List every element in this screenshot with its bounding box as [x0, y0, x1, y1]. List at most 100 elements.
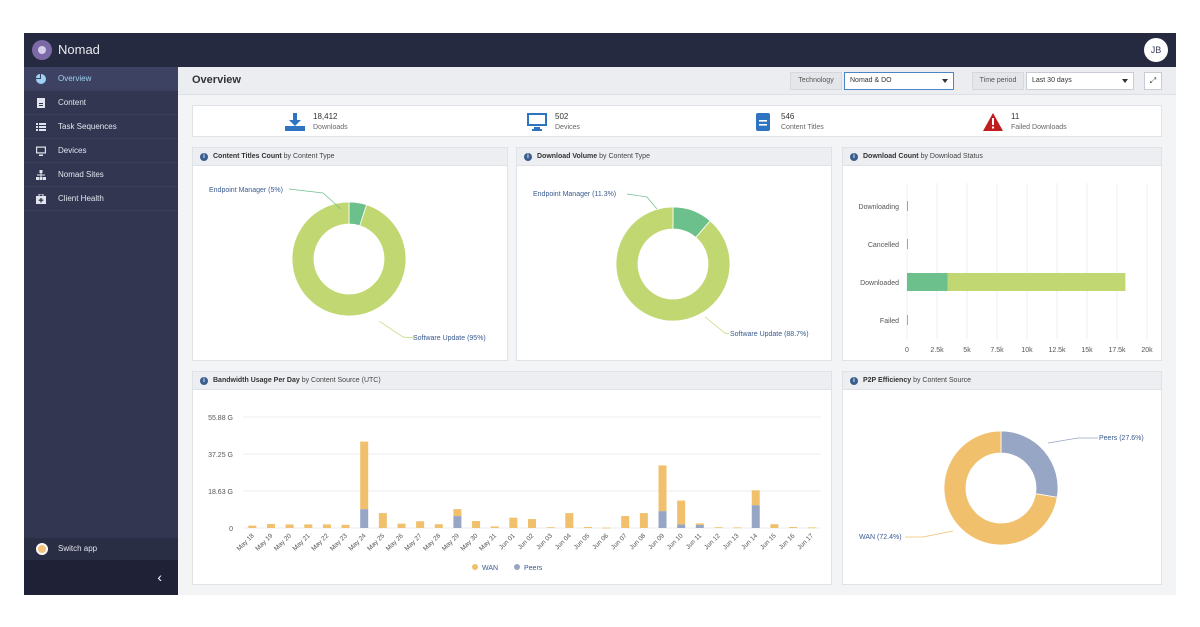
slice-label: Software Update (88.7%) [730, 331, 809, 338]
bar[interactable] [304, 524, 313, 528]
bar[interactable] [360, 509, 369, 528]
user-avatar[interactable]: JB [1144, 38, 1168, 62]
bar[interactable] [621, 516, 630, 528]
list-icon [36, 123, 46, 131]
bar[interactable] [695, 523, 704, 526]
x-tick-label: 17.5k [1108, 347, 1126, 354]
bar[interactable] [266, 524, 275, 528]
bar[interactable] [714, 527, 723, 529]
panel-subtitle: by Content Source [913, 377, 972, 384]
switch-app-button[interactable]: Switch app [24, 538, 178, 560]
panel-download-count: i Download Count by Download Status 0 2.5… [842, 147, 1162, 361]
x-tick-label: 20k [1141, 347, 1153, 354]
bar[interactable] [546, 527, 555, 529]
sidebar-item-content[interactable]: Content [24, 91, 178, 115]
medkit-icon [36, 194, 46, 204]
bar[interactable] [341, 524, 350, 528]
bar[interactable] [248, 525, 257, 528]
bar[interactable] [472, 521, 481, 528]
x-tick-label: May 24 [348, 532, 368, 552]
info-icon[interactable]: i [850, 377, 858, 385]
main-content: Overview Technology Nomad & DO Time peri… [178, 67, 1176, 595]
bar[interactable] [490, 526, 499, 528]
bar[interactable] [770, 524, 779, 528]
bar[interactable] [807, 527, 816, 529]
donut-slices [291, 201, 407, 317]
y-tick-label: Failed [880, 318, 899, 325]
document-icon [37, 98, 45, 108]
legend-label[interactable]: WAN [482, 565, 498, 572]
info-icon[interactable]: i [850, 153, 858, 161]
bar[interactable] [658, 511, 667, 528]
bar[interactable] [322, 524, 331, 528]
bar[interactable] [397, 523, 406, 528]
sidebar-item-task-sequences[interactable]: Task Sequences [24, 115, 178, 139]
expand-icon[interactable]: ⤢ [1144, 72, 1162, 90]
stat-value: 546 [781, 112, 795, 121]
info-icon[interactable]: i [200, 377, 208, 385]
x-tick-label: May 19 [254, 532, 274, 552]
stat-label: Failed Downloads [1011, 124, 1067, 131]
bar[interactable] [907, 239, 908, 249]
bar[interactable] [528, 519, 536, 528]
sidebar-item-devices[interactable]: Devices [24, 139, 178, 163]
y-tick-label: Downloading [859, 204, 900, 211]
bar[interactable] [360, 441, 369, 510]
bar[interactable] [583, 527, 592, 528]
x-tick-label: May 27 [404, 532, 424, 552]
legend-label[interactable]: Peers [524, 565, 543, 572]
collapse-sidebar-button[interactable]: ‹ [24, 560, 178, 595]
donut-slice[interactable] [291, 201, 407, 317]
bar[interactable] [602, 527, 611, 529]
bar[interactable] [453, 509, 462, 517]
bar[interactable] [639, 513, 648, 528]
bar[interactable] [907, 201, 908, 211]
bar[interactable] [658, 465, 667, 512]
bar[interactable] [509, 517, 518, 528]
stat-value: 18,412 [313, 112, 338, 121]
x-tick-label: 12.5k [1048, 347, 1066, 354]
donut-slice[interactable] [943, 430, 1058, 546]
sidebar-item-overview[interactable]: Overview [24, 67, 178, 91]
info-icon[interactable]: i [200, 153, 208, 161]
bar[interactable] [947, 273, 1126, 291]
panel-subtitle: by Content Source (UTC) [301, 377, 381, 384]
bar[interactable] [695, 525, 704, 528]
bar[interactable] [285, 524, 294, 528]
x-tick-label: Jun 14 [740, 532, 759, 551]
leader-line [288, 188, 342, 210]
monitor-icon [527, 113, 547, 131]
bar[interactable] [907, 315, 908, 325]
bar[interactable] [789, 527, 798, 528]
sidebar-item-client-health[interactable]: Client Health [24, 187, 178, 211]
sidebar-item-label: Devices [58, 146, 87, 155]
sidebar-item-label: Task Sequences [58, 122, 117, 131]
legend-marker[interactable] [472, 564, 478, 570]
bar[interactable] [565, 513, 574, 528]
bar[interactable] [751, 490, 760, 506]
bar[interactable] [677, 500, 686, 525]
donut-slice[interactable] [615, 206, 731, 322]
bar[interactable] [733, 527, 742, 529]
technology-select-value: Nomad & DO [850, 77, 892, 84]
y-tick-label: Cancelled [868, 242, 899, 249]
sitemap-icon [36, 170, 46, 180]
sidebar-item-nomad-sites[interactable]: Nomad Sites [24, 163, 178, 187]
time-period-select[interactable]: Last 30 days [1026, 72, 1134, 90]
bar[interactable] [453, 516, 462, 528]
bar[interactable] [907, 273, 948, 291]
chevron-down-icon [942, 79, 948, 83]
donut-slice[interactable] [1000, 430, 1059, 498]
x-tick-label: May 25 [366, 532, 386, 552]
panel-download-volume: i Download Volume by Content Type Endpoi… [516, 147, 832, 361]
panel-content-titles: i Content Titles Count by Content Type E… [192, 147, 508, 361]
bar[interactable] [677, 524, 686, 528]
info-icon[interactable]: i [524, 153, 532, 161]
legend-marker[interactable] [514, 564, 520, 570]
technology-select[interactable]: Nomad & DO [844, 72, 954, 90]
bar[interactable] [378, 513, 387, 528]
x-tick-label: Jun 11 [685, 532, 704, 551]
bar[interactable] [751, 505, 760, 528]
bar[interactable] [434, 524, 443, 528]
bar[interactable] [416, 521, 425, 528]
